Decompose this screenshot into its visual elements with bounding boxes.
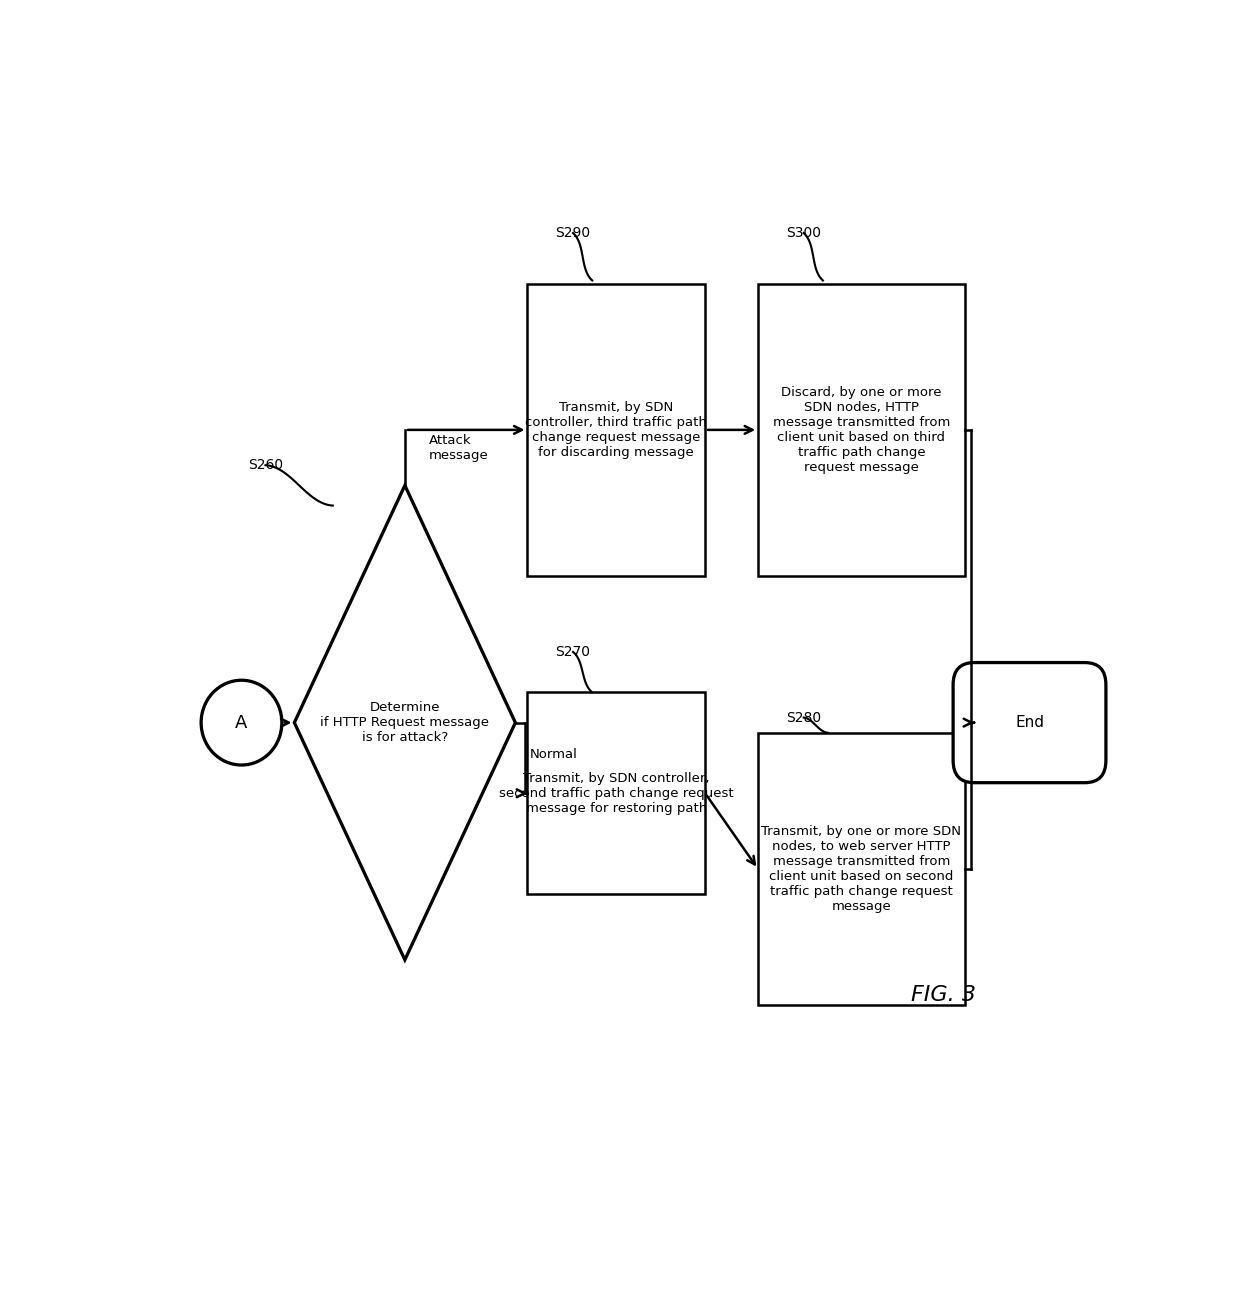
- Text: A: A: [236, 713, 248, 732]
- Text: FIG. 3: FIG. 3: [910, 985, 976, 1006]
- Text: S300: S300: [786, 225, 821, 240]
- Text: Determine
if HTTP Request message
is for attack?: Determine if HTTP Request message is for…: [320, 701, 490, 745]
- Text: Normal: Normal: [529, 747, 578, 760]
- FancyBboxPatch shape: [758, 283, 965, 577]
- FancyBboxPatch shape: [954, 662, 1106, 783]
- Text: S290: S290: [556, 225, 590, 240]
- FancyBboxPatch shape: [527, 692, 706, 894]
- Text: S260: S260: [248, 459, 283, 472]
- Polygon shape: [294, 485, 516, 960]
- Text: S280: S280: [786, 711, 821, 725]
- Circle shape: [201, 680, 281, 766]
- FancyBboxPatch shape: [758, 733, 965, 1006]
- FancyBboxPatch shape: [527, 283, 706, 577]
- Text: Transmit, by one or more SDN
nodes, to web server HTTP
message transmitted from
: Transmit, by one or more SDN nodes, to w…: [761, 825, 961, 912]
- Text: Transmit, by SDN
controller, third traffic path
change request message
for disca: Transmit, by SDN controller, third traff…: [526, 401, 707, 459]
- Text: Attack
message: Attack message: [429, 434, 489, 461]
- Text: End: End: [1016, 714, 1044, 730]
- Text: Discard, by one or more
SDN nodes, HTTP
message transmitted from
client unit bas: Discard, by one or more SDN nodes, HTTP …: [773, 385, 950, 473]
- Text: S270: S270: [556, 645, 590, 659]
- Text: Transmit, by SDN controller,
second traffic path change request
message for rest: Transmit, by SDN controller, second traf…: [498, 772, 734, 814]
